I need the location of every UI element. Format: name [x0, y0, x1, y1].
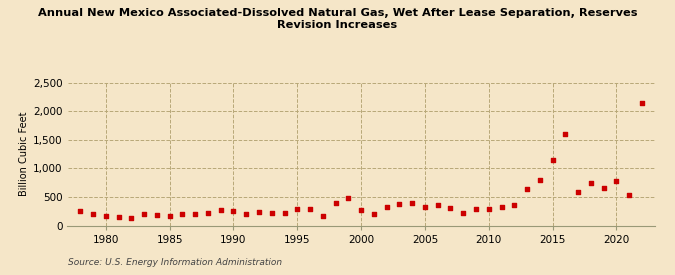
- Point: [445, 206, 456, 210]
- Point: [202, 211, 213, 215]
- Point: [369, 211, 379, 216]
- Point: [292, 207, 302, 212]
- Point: [267, 211, 277, 215]
- Y-axis label: Billion Cubic Feet: Billion Cubic Feet: [19, 112, 29, 196]
- Point: [330, 201, 341, 205]
- Point: [432, 203, 443, 207]
- Point: [637, 101, 647, 105]
- Point: [317, 214, 328, 218]
- Point: [420, 205, 431, 209]
- Point: [304, 207, 315, 211]
- Point: [470, 207, 481, 211]
- Point: [560, 132, 571, 136]
- Point: [547, 158, 558, 163]
- Point: [535, 178, 545, 183]
- Point: [381, 205, 392, 209]
- Point: [343, 196, 354, 200]
- Text: Source: U.S. Energy Information Administration: Source: U.S. Energy Information Administ…: [68, 258, 281, 267]
- Point: [215, 208, 226, 213]
- Point: [138, 211, 149, 216]
- Point: [522, 186, 533, 191]
- Point: [190, 212, 200, 216]
- Point: [483, 207, 494, 212]
- Point: [177, 212, 188, 216]
- Point: [164, 214, 175, 219]
- Point: [496, 205, 507, 209]
- Point: [241, 211, 252, 216]
- Point: [598, 186, 609, 190]
- Point: [101, 214, 111, 218]
- Point: [585, 180, 596, 185]
- Point: [254, 210, 265, 214]
- Point: [611, 179, 622, 183]
- Point: [394, 202, 405, 206]
- Point: [151, 213, 162, 218]
- Point: [228, 209, 239, 213]
- Point: [88, 212, 99, 216]
- Point: [573, 189, 584, 194]
- Point: [509, 203, 520, 207]
- Point: [75, 209, 86, 214]
- Point: [126, 216, 137, 220]
- Point: [113, 214, 124, 219]
- Point: [407, 201, 418, 205]
- Point: [458, 211, 468, 215]
- Point: [624, 193, 634, 197]
- Point: [279, 210, 290, 215]
- Text: Annual New Mexico Associated-Dissolved Natural Gas, Wet After Lease Separation, : Annual New Mexico Associated-Dissolved N…: [38, 8, 637, 30]
- Point: [356, 208, 367, 213]
